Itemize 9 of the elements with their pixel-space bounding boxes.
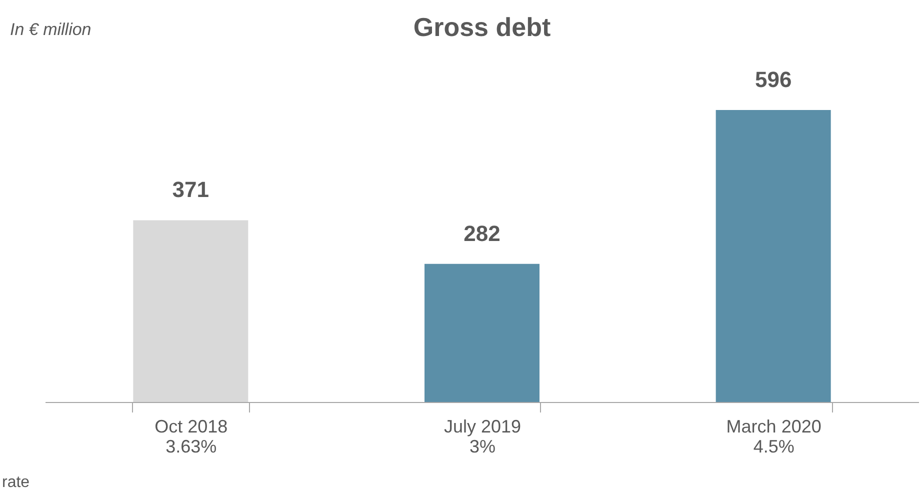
x-tick-label: March 2020 4.5%	[726, 416, 822, 456]
data-label: 371	[172, 177, 210, 202]
chart-subtitle: In € million	[10, 20, 92, 40]
data-label: 596	[754, 66, 792, 92]
x-tick-label: Oct 2018 3.63%	[154, 416, 228, 456]
x-tick-label: July 2019 3%	[444, 416, 522, 456]
chart-title: Gross debt	[413, 12, 551, 42]
text: rate	[2, 474, 30, 492]
data-label: 282	[464, 220, 500, 246]
